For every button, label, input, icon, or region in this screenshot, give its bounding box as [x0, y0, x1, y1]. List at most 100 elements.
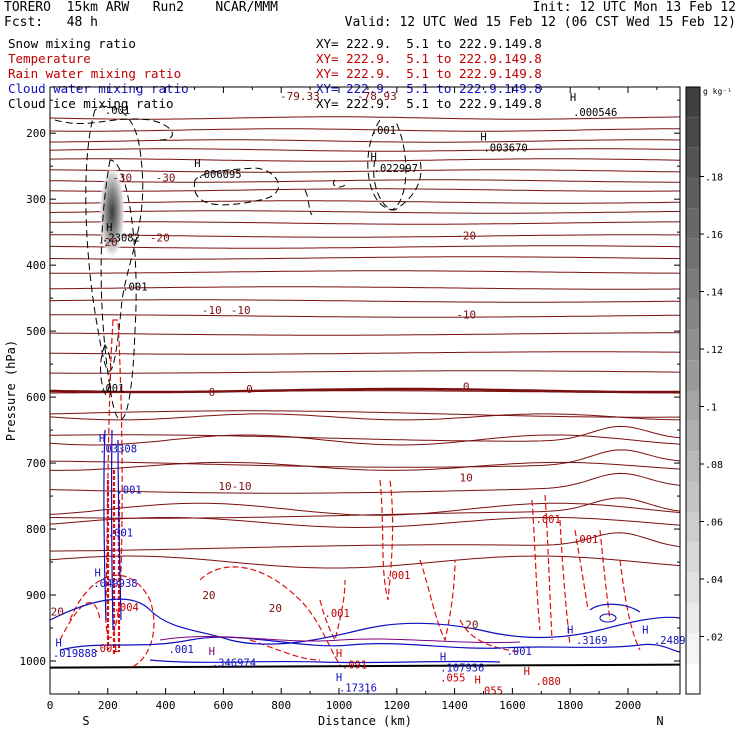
ice-contour — [304, 189, 313, 216]
temperature-isotherm — [49, 502, 681, 516]
south-end-label: S — [82, 714, 89, 728]
colorbar-segment — [686, 481, 700, 512]
cloud-water-contour — [599, 613, 617, 623]
temperature-isotherm — [49, 532, 681, 552]
colorbar-segment — [686, 511, 700, 543]
colorbar-segment — [686, 602, 700, 634]
colorbar-segment — [686, 390, 700, 421]
max-marker: H — [567, 624, 573, 636]
temperature-isotherm — [49, 425, 681, 442]
rain-contour — [59, 574, 155, 669]
x-tick-label: 800 — [271, 699, 291, 712]
field-name: Temperature — [8, 51, 91, 66]
max-marker: H — [56, 638, 62, 650]
extrema-label: .17316 — [339, 682, 377, 694]
temperature-isotherm — [49, 158, 681, 162]
ice-contour — [85, 105, 144, 372]
max-marker: H — [336, 672, 342, 684]
colorbar-tick-label: .06 — [705, 518, 723, 529]
temperature-isotherm — [49, 128, 680, 132]
extrema-label: .091 — [342, 659, 367, 671]
colorbar-segment — [686, 178, 700, 209]
cloud-water-contour — [59, 636, 681, 653]
forecast-hour: Fcst: 48 h — [4, 15, 98, 30]
y-axis-label: Pressure (hPa) — [4, 340, 18, 441]
extrema-label: .004 — [114, 602, 139, 614]
temperature-isotherm — [49, 472, 681, 494]
extrema-label: .03308 — [99, 444, 137, 456]
colorbar-segment — [686, 87, 700, 118]
temperature-isotherm — [50, 332, 680, 336]
extrema-label: .022997 — [374, 163, 418, 175]
colorbar-segment — [686, 269, 700, 300]
x-tick-label: 2000 — [615, 699, 642, 712]
max-marker: H — [209, 646, 215, 658]
temperature-isotherm — [49, 286, 680, 290]
colorbar-segment — [686, 663, 700, 694]
colorbar-segment — [686, 572, 700, 603]
field-name: Cloud ice mixing ratio — [8, 96, 174, 111]
temperature-isotherm — [49, 410, 680, 418]
x-tick-label: 1200 — [384, 699, 411, 712]
colorbar-segment — [686, 360, 700, 391]
temperature-label: -30 — [156, 171, 176, 184]
max-marker: H — [99, 433, 105, 445]
ice-contour — [100, 344, 112, 396]
cloud-water-contour — [49, 598, 681, 645]
extrema-label: .000546 — [573, 107, 617, 119]
colorbar-segment — [686, 147, 700, 179]
temperature-label: 10-10 — [218, 480, 251, 493]
temperature-label: -30 — [112, 171, 132, 184]
temperature-isotherm — [50, 351, 681, 355]
y-tick-label: 800 — [26, 523, 46, 536]
field-xy: XY= 222.9. 5.1 to 222.9.149.8 — [316, 96, 542, 111]
extrema-label: .001 — [325, 608, 350, 620]
plot-frame — [49, 86, 681, 695]
extrema-label: .107936 — [440, 663, 484, 675]
extrema-label: .3169 — [576, 635, 608, 647]
model-title: TORERO 15km ARW Run2 NCAR/MMM — [4, 0, 278, 15]
temperature-label: 20 — [202, 589, 215, 602]
temperature-isotherm — [49, 179, 680, 183]
field-xy: XY= 222.9. 5.1 to 222.9.149.8 — [316, 81, 542, 96]
y-tick-label: 500 — [26, 325, 46, 338]
x-tick-label: 400 — [156, 699, 176, 712]
cloud-ice-contour — [159, 636, 521, 644]
temperature-label: 0 — [246, 383, 253, 396]
temperature-isotherm — [49, 148, 681, 152]
ice-contour — [373, 159, 422, 211]
temperature-isotherm — [49, 116, 681, 120]
colorbar-frame — [685, 86, 701, 695]
rain-contour — [419, 559, 521, 653]
extrema-label: .001 — [385, 570, 410, 582]
temperature-isotherm — [50, 221, 681, 225]
colorbar-segment — [686, 420, 700, 452]
colorbar-tick-label: .04 — [705, 575, 723, 586]
rain-contour — [574, 529, 641, 651]
colorbar-segment — [686, 208, 700, 239]
valid-time: Valid: 12 UTC Wed 15 Feb 12 (06 CST Wed … — [344, 15, 736, 30]
temperature-label: 20 — [269, 602, 282, 615]
max-marker: H — [524, 666, 530, 678]
temperature-isotherm — [50, 245, 681, 249]
colorbar-tick-label: .18 — [705, 173, 723, 184]
extrema-label: .001 — [573, 534, 598, 546]
temperature-label: 20 — [465, 619, 478, 632]
max-marker: H — [480, 131, 486, 143]
max-marker: H — [642, 624, 648, 636]
x-tick-label: 1800 — [557, 699, 584, 712]
max-marker: H — [194, 158, 200, 170]
max-marker: H — [475, 674, 481, 686]
extrema-label: .346974 — [212, 657, 256, 669]
colorbar-segment — [686, 633, 700, 664]
rain-contour — [319, 479, 394, 642]
extrema-label: .080 — [536, 676, 561, 688]
colorbar-segment — [686, 542, 700, 573]
max-marker: H — [440, 651, 446, 663]
temperature-label: 0 — [209, 386, 216, 399]
temperature-isotherm — [49, 169, 681, 173]
colorbar-tick-label: .02 — [705, 633, 723, 644]
extrema-label: .001 — [108, 527, 133, 539]
y-tick-label: 1000 — [20, 655, 47, 668]
field-name: Rain water mixing ratio — [8, 66, 182, 81]
